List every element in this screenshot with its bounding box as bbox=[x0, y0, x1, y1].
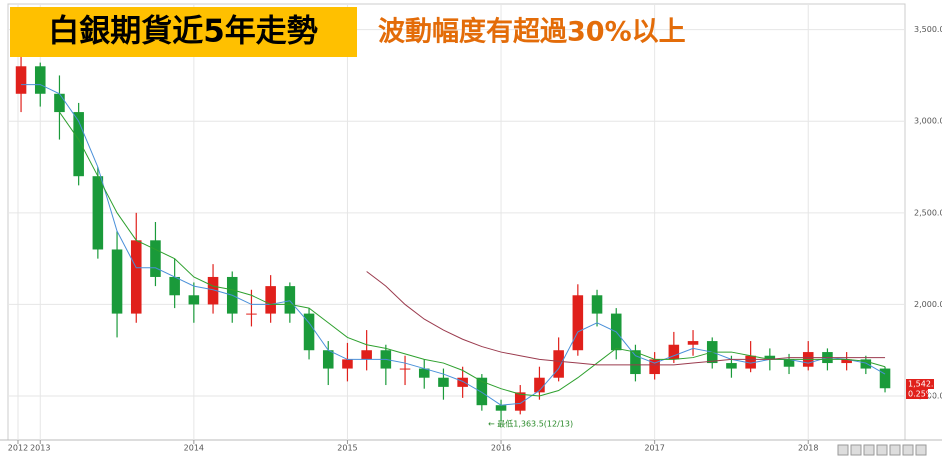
candle-body bbox=[745, 355, 756, 369]
candle-body bbox=[726, 363, 737, 369]
candle-body bbox=[111, 249, 123, 314]
toolbar-button[interactable] bbox=[850, 444, 862, 456]
y-tick-label: 3,000.0 bbox=[914, 117, 942, 126]
candle-body bbox=[418, 368, 430, 378]
candle-body bbox=[438, 377, 449, 387]
price-label: 1,542.5 bbox=[908, 380, 939, 389]
moving-average bbox=[366, 271, 886, 366]
toolbar-button[interactable] bbox=[837, 444, 849, 456]
toolbar bbox=[837, 444, 927, 456]
candle-body bbox=[54, 93, 65, 113]
candle-body bbox=[303, 313, 315, 351]
candle-body bbox=[284, 286, 296, 314]
subtitle: 波動幅度有超過30%以上 bbox=[378, 16, 686, 48]
candle-body bbox=[879, 368, 891, 389]
toolbar-button[interactable] bbox=[876, 444, 888, 456]
candle-body bbox=[457, 377, 468, 387]
toolbar-button[interactable] bbox=[863, 444, 875, 456]
candle-body bbox=[495, 405, 507, 411]
candle-body bbox=[764, 355, 776, 360]
candle-body bbox=[399, 368, 411, 370]
candle-body bbox=[572, 295, 584, 351]
candle-body bbox=[841, 359, 852, 364]
candle-body bbox=[34, 66, 46, 94]
x-tick-label: 2013 bbox=[30, 444, 50, 453]
candle-body bbox=[361, 350, 372, 360]
plot: 1,500.02,000.02,500.03,000.03,500.020122… bbox=[8, 4, 942, 453]
low-annotation: ← 最低1,363.5(12/13) bbox=[488, 419, 573, 429]
y-tick-label: 3,500.0 bbox=[914, 25, 942, 34]
candle-body bbox=[860, 359, 872, 369]
toolbar-button[interactable] bbox=[902, 444, 914, 456]
moving-average bbox=[59, 111, 886, 397]
y-tick-label: 2,000.0 bbox=[914, 300, 942, 309]
candle-body bbox=[322, 350, 334, 369]
x-tick-label: 2018 bbox=[798, 444, 818, 453]
candle-body bbox=[591, 295, 603, 314]
change-label: 0.25% bbox=[908, 390, 934, 399]
candle-body bbox=[630, 350, 641, 375]
candle-body bbox=[169, 276, 180, 296]
candle-body bbox=[207, 276, 219, 305]
candle-body bbox=[668, 344, 680, 360]
x-tick-label: 2012 bbox=[8, 444, 28, 453]
candle-body bbox=[476, 377, 488, 406]
title-box bbox=[10, 7, 357, 57]
candle-body bbox=[73, 112, 84, 177]
x-tick-label: 2017 bbox=[644, 444, 664, 453]
chart-title: 白銀期貨近5年走勢 bbox=[48, 14, 318, 50]
candle-body bbox=[188, 295, 200, 305]
x-tick-label: 2014 bbox=[184, 444, 204, 453]
candle-body bbox=[150, 240, 161, 277]
candle-body bbox=[246, 313, 257, 315]
candle-body bbox=[130, 240, 142, 314]
x-tick-label: 2016 bbox=[491, 444, 511, 453]
price-box bbox=[906, 379, 934, 389]
candle-body bbox=[553, 350, 564, 378]
candle-body bbox=[514, 392, 526, 411]
candle-body bbox=[687, 341, 699, 345]
candle-body bbox=[534, 377, 545, 393]
candle-body bbox=[783, 359, 795, 367]
candle-body bbox=[15, 66, 27, 94]
y-tick-label: 2,500.0 bbox=[914, 208, 942, 217]
toolbar-button[interactable] bbox=[889, 444, 901, 456]
x-tick-label: 2015 bbox=[337, 444, 357, 453]
moving-average bbox=[21, 84, 886, 406]
change-box bbox=[906, 389, 928, 399]
candle-body bbox=[342, 359, 353, 369]
candle-body bbox=[649, 359, 660, 375]
candle-body bbox=[265, 286, 276, 314]
candle-body bbox=[92, 176, 104, 250]
toolbar-button[interactable] bbox=[915, 444, 927, 456]
